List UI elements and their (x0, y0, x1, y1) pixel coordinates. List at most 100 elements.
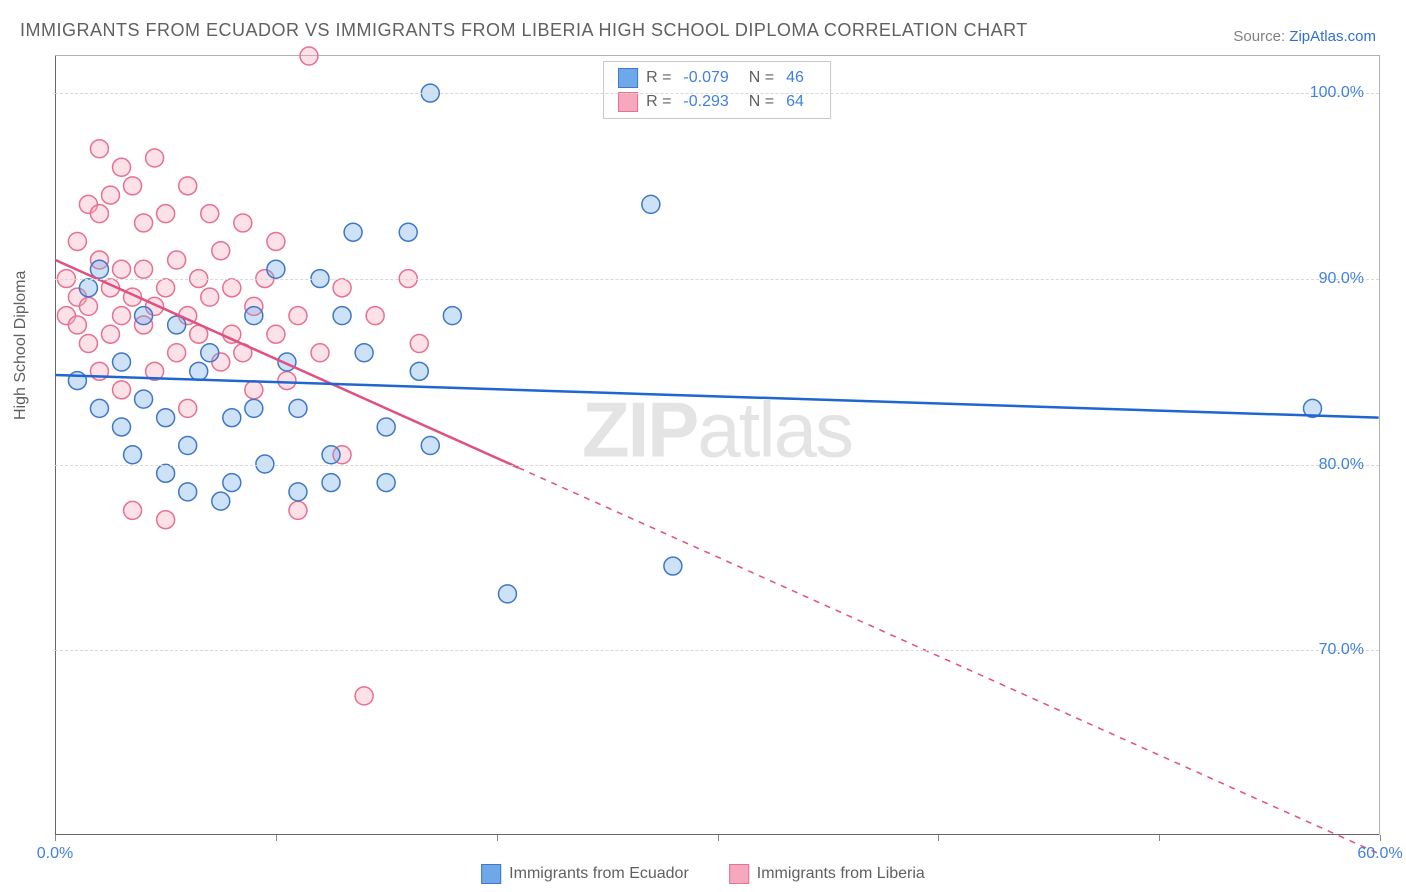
chart-title: IMMIGRANTS FROM ECUADOR VS IMMIGRANTS FR… (20, 20, 1028, 41)
n-label-0: N = (749, 69, 774, 87)
chart-plot-area: ZIPatlas R = -0.079 N = 46 R = -0.293 N … (55, 55, 1380, 835)
scatter-point (157, 409, 175, 427)
scatter-point (124, 501, 142, 519)
scatter-point (201, 288, 219, 306)
ytick-label: 100.0% (1310, 84, 1364, 102)
scatter-point (377, 418, 395, 436)
scatter-point (101, 325, 119, 343)
scatter-point (212, 242, 230, 260)
scatter-point (168, 316, 186, 334)
source-prefix: Source: (1233, 28, 1289, 45)
scatter-point (68, 316, 86, 334)
scatter-point (90, 399, 108, 417)
scatter-point (333, 279, 351, 297)
trend-line-extrapolated (519, 468, 1379, 854)
scatter-point (157, 511, 175, 529)
scatter-point (179, 399, 197, 417)
ytick-label: 90.0% (1319, 270, 1364, 288)
xtick-mark (718, 835, 719, 841)
scatter-point (113, 418, 131, 436)
scatter-point (79, 279, 97, 297)
scatter-point (113, 307, 131, 325)
scatter-point (322, 474, 340, 492)
scatter-point (399, 223, 417, 241)
scatter-point (146, 149, 164, 167)
scatter-point (322, 446, 340, 464)
scatter-point (421, 437, 439, 455)
gridline-h (55, 650, 1379, 651)
scatter-point (355, 344, 373, 362)
scatter-point (168, 251, 186, 269)
scatter-point (289, 399, 307, 417)
scatter-point (223, 474, 241, 492)
swatch-ecuador-bottom (481, 864, 501, 884)
scatter-point (289, 483, 307, 501)
scatter-point (90, 140, 108, 158)
scatter-point (355, 687, 373, 705)
scatter-point (157, 279, 175, 297)
scatter-point (289, 307, 307, 325)
scatter-point (267, 232, 285, 250)
scatter-point (79, 297, 97, 315)
scatter-plot-svg (55, 56, 1379, 835)
scatter-point (124, 446, 142, 464)
correlation-legend: R = -0.079 N = 46 R = -0.293 N = 64 (603, 61, 831, 119)
xtick-mark (276, 835, 277, 841)
n-label-1: N = (749, 93, 774, 111)
n-value-1: 64 (786, 93, 804, 111)
scatter-point (201, 344, 219, 362)
scatter-point (179, 483, 197, 501)
scatter-point (245, 399, 263, 417)
xtick-label: 0.0% (37, 845, 73, 863)
source-link[interactable]: ZipAtlas.com (1289, 28, 1376, 45)
scatter-point (157, 205, 175, 223)
scatter-point (245, 307, 263, 325)
legend-item-ecuador: Immigrants from Ecuador (481, 864, 689, 884)
xtick-mark (1159, 835, 1160, 841)
scatter-point (90, 260, 108, 278)
scatter-point (377, 474, 395, 492)
scatter-point (168, 344, 186, 362)
ytick-label: 70.0% (1319, 641, 1364, 659)
xtick-mark (1380, 835, 1381, 841)
scatter-point (135, 260, 153, 278)
scatter-point (90, 205, 108, 223)
xtick-mark (497, 835, 498, 841)
legend-row-ecuador: R = -0.079 N = 46 (618, 66, 816, 90)
scatter-point (113, 353, 131, 371)
ytick-label: 80.0% (1319, 456, 1364, 474)
scatter-point (135, 390, 153, 408)
scatter-point (267, 260, 285, 278)
scatter-point (135, 307, 153, 325)
r-label-0: R = (646, 69, 671, 87)
r-label-1: R = (646, 93, 671, 111)
swatch-liberia-bottom (729, 864, 749, 884)
scatter-point (101, 186, 119, 204)
scatter-point (300, 47, 318, 65)
scatter-point (190, 362, 208, 380)
scatter-point (113, 158, 131, 176)
scatter-point (410, 334, 428, 352)
scatter-point (278, 372, 296, 390)
scatter-point (201, 205, 219, 223)
n-value-0: 46 (786, 69, 804, 87)
legend-item-liberia: Immigrants from Liberia (729, 864, 925, 884)
scatter-point (410, 362, 428, 380)
scatter-point (179, 437, 197, 455)
scatter-point (344, 223, 362, 241)
scatter-point (212, 492, 230, 510)
scatter-point (179, 177, 197, 195)
scatter-point (234, 214, 252, 232)
scatter-point (79, 334, 97, 352)
scatter-point (68, 232, 86, 250)
y-axis-label: High School Diploma (12, 271, 30, 420)
r-value-0: -0.079 (683, 69, 728, 87)
scatter-point (311, 344, 329, 362)
legend-label-liberia: Immigrants from Liberia (757, 865, 925, 883)
xtick-mark (938, 835, 939, 841)
scatter-point (289, 501, 307, 519)
scatter-point (267, 325, 285, 343)
scatter-point (664, 557, 682, 575)
legend-label-ecuador: Immigrants from Ecuador (509, 865, 689, 883)
scatter-point (124, 177, 142, 195)
